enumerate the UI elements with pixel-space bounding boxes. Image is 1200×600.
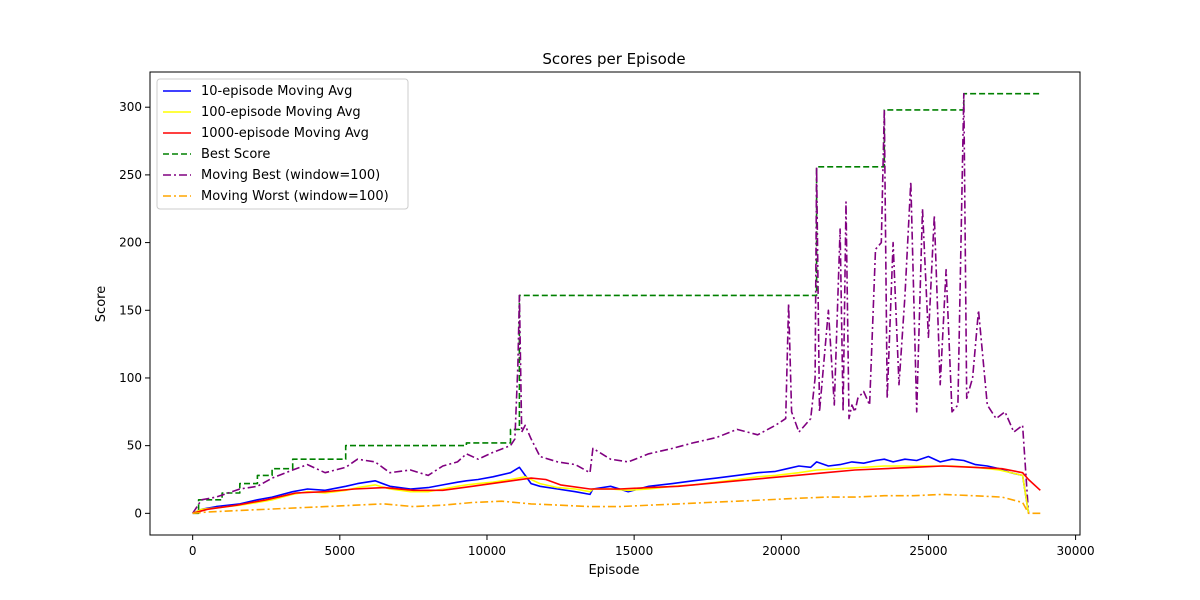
- y-tick-label: 0: [134, 506, 142, 520]
- series-line-4: [192, 465, 1041, 515]
- legend-label: Moving Best (window=100): [201, 168, 380, 183]
- legend-box: [156, 78, 409, 210]
- plot-area: [192, 92, 1041, 515]
- y-tick-label: 100: [119, 371, 142, 385]
- y-tick-label: 200: [119, 236, 142, 250]
- series-line-1: [192, 92, 1030, 514]
- x-axis-label: Episode: [588, 563, 639, 578]
- y-tick-label: 150: [119, 303, 142, 317]
- series-line-0: [192, 92, 1041, 515]
- x-tick-label: 15000: [615, 544, 653, 558]
- y-tick-label: 300: [119, 100, 142, 114]
- series-line-3: [192, 465, 1030, 515]
- legend-label: Moving Worst (window=100): [201, 189, 389, 204]
- series-line-5: [192, 493, 1041, 515]
- plot-frame: [149, 71, 1081, 536]
- x-tick-label: 10000: [468, 544, 506, 558]
- legend-label: 10-episode Moving Avg: [201, 84, 352, 99]
- x-tick-label: 30000: [1056, 544, 1094, 558]
- series-line-2: [192, 455, 1030, 515]
- x-tick-label: 25000: [909, 544, 947, 558]
- y-tick-label: 50: [127, 439, 142, 453]
- x-tick-label: 20000: [762, 544, 800, 558]
- legend-label: 100-episode Moving Avg: [201, 105, 361, 120]
- chart-title: Scores per Episode: [542, 50, 685, 68]
- axis-ticks: 0 5000 10000 15000 20000 25000 30000 0 50 100 150 2…: [119, 100, 1095, 558]
- legend-label: 1000-episode Moving Avg: [201, 126, 369, 141]
- x-tick-label: 0: [189, 544, 197, 558]
- y-tick-label: 250: [119, 168, 142, 182]
- legend-label: Best Score: [201, 147, 270, 162]
- y-axis-label: Score: [94, 286, 109, 322]
- series-layer: [192, 92, 1041, 515]
- legend: 10-episode Moving Avg 100-episode Moving …: [156, 78, 409, 210]
- x-tick-label: 5000: [325, 544, 356, 558]
